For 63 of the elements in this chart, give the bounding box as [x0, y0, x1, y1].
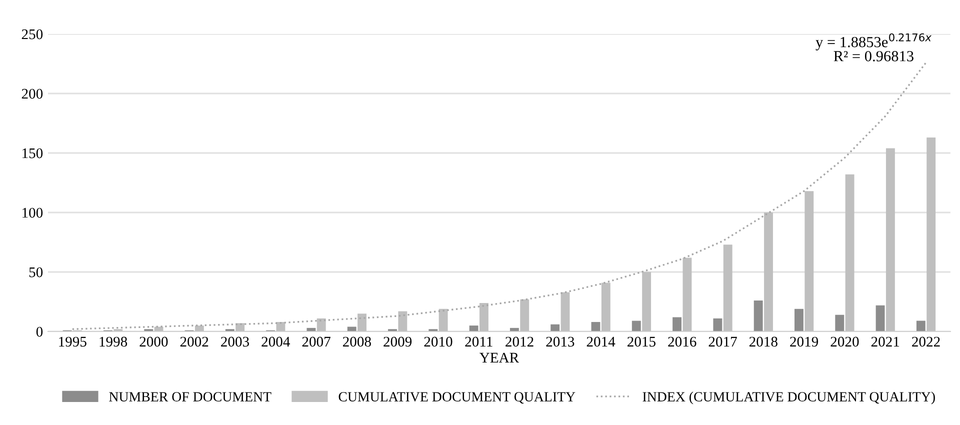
bar — [876, 305, 885, 332]
y-tick-label: 100 — [22, 208, 43, 218]
bar — [398, 311, 408, 332]
x-tick-label: 2017 — [708, 336, 737, 347]
bar — [764, 212, 773, 332]
y-tick-label: 200 — [22, 88, 43, 99]
bar — [601, 282, 610, 332]
bar — [550, 324, 560, 332]
bar — [560, 292, 570, 332]
x-tick-label: 2010 — [424, 336, 452, 347]
legend-label: NUMBER OF DOCUMENT — [109, 392, 272, 402]
y-tick-label: 250 — [22, 29, 43, 40]
bar — [723, 244, 732, 332]
bar — [845, 174, 854, 332]
bar — [479, 302, 488, 332]
x-tick-label: 2015 — [628, 336, 656, 347]
x-tick-label: 2012 — [506, 336, 534, 347]
y-tick-label: 50 — [29, 267, 43, 278]
legend-label: INDEX (CUMULATIVE DOCUMENT QUALITY) — [642, 392, 935, 404]
bar — [804, 191, 814, 332]
x-tick-label: 2014 — [586, 336, 616, 347]
y-tick-label: 150 — [22, 148, 43, 158]
bar — [520, 299, 530, 332]
bar — [794, 308, 804, 332]
x-tick-label: 1998 — [100, 336, 128, 347]
legend-label: CUMULATIVE DOCUMENT QUALITY — [338, 392, 576, 404]
bar — [682, 258, 692, 332]
bar — [276, 322, 286, 332]
annotation: y = 1.8853e$^{0.2176x}$ R² = 0.96813 — [816, 33, 932, 62]
x-tick-label: 2004 — [262, 336, 290, 347]
bar — [916, 320, 926, 332]
bar — [642, 272, 652, 332]
x-tick-label: 2022 — [912, 336, 940, 347]
x-tick-label: 2020 — [830, 336, 859, 347]
x-tick-label: 2021 — [871, 336, 900, 347]
bar — [591, 322, 600, 332]
bar — [469, 326, 478, 332]
x-tick-label: 2013 — [546, 336, 574, 347]
line-series — [72, 62, 927, 330]
bar — [754, 300, 763, 332]
bar — [926, 138, 936, 332]
x-tick-label: 2009 — [384, 336, 412, 347]
x-axis-title: YEAR — [480, 352, 520, 362]
bar — [672, 317, 682, 332]
bar — [632, 320, 641, 332]
y-tick-label: 0 — [36, 326, 43, 337]
bar — [316, 318, 326, 332]
x-tick-label: 2007 — [302, 336, 330, 347]
x-tick-label: 1995 — [59, 336, 86, 347]
x-tick-label: 2000 — [140, 336, 168, 347]
bar — [835, 314, 844, 332]
bar — [438, 308, 448, 332]
x-tick-label: 2011 — [465, 336, 492, 347]
x-tick-label: 2008 — [342, 336, 371, 347]
bar — [886, 148, 895, 332]
bar — [358, 314, 366, 332]
x-tick-label: 2018 — [749, 336, 778, 347]
x-tick-label: 2002 — [180, 336, 208, 347]
bar — [713, 318, 722, 332]
bar — [347, 326, 356, 332]
x-tick-label: 2019 — [790, 336, 818, 347]
x-tick-label: 2003 — [221, 336, 249, 347]
x-tick-label: 2016 — [668, 336, 696, 347]
